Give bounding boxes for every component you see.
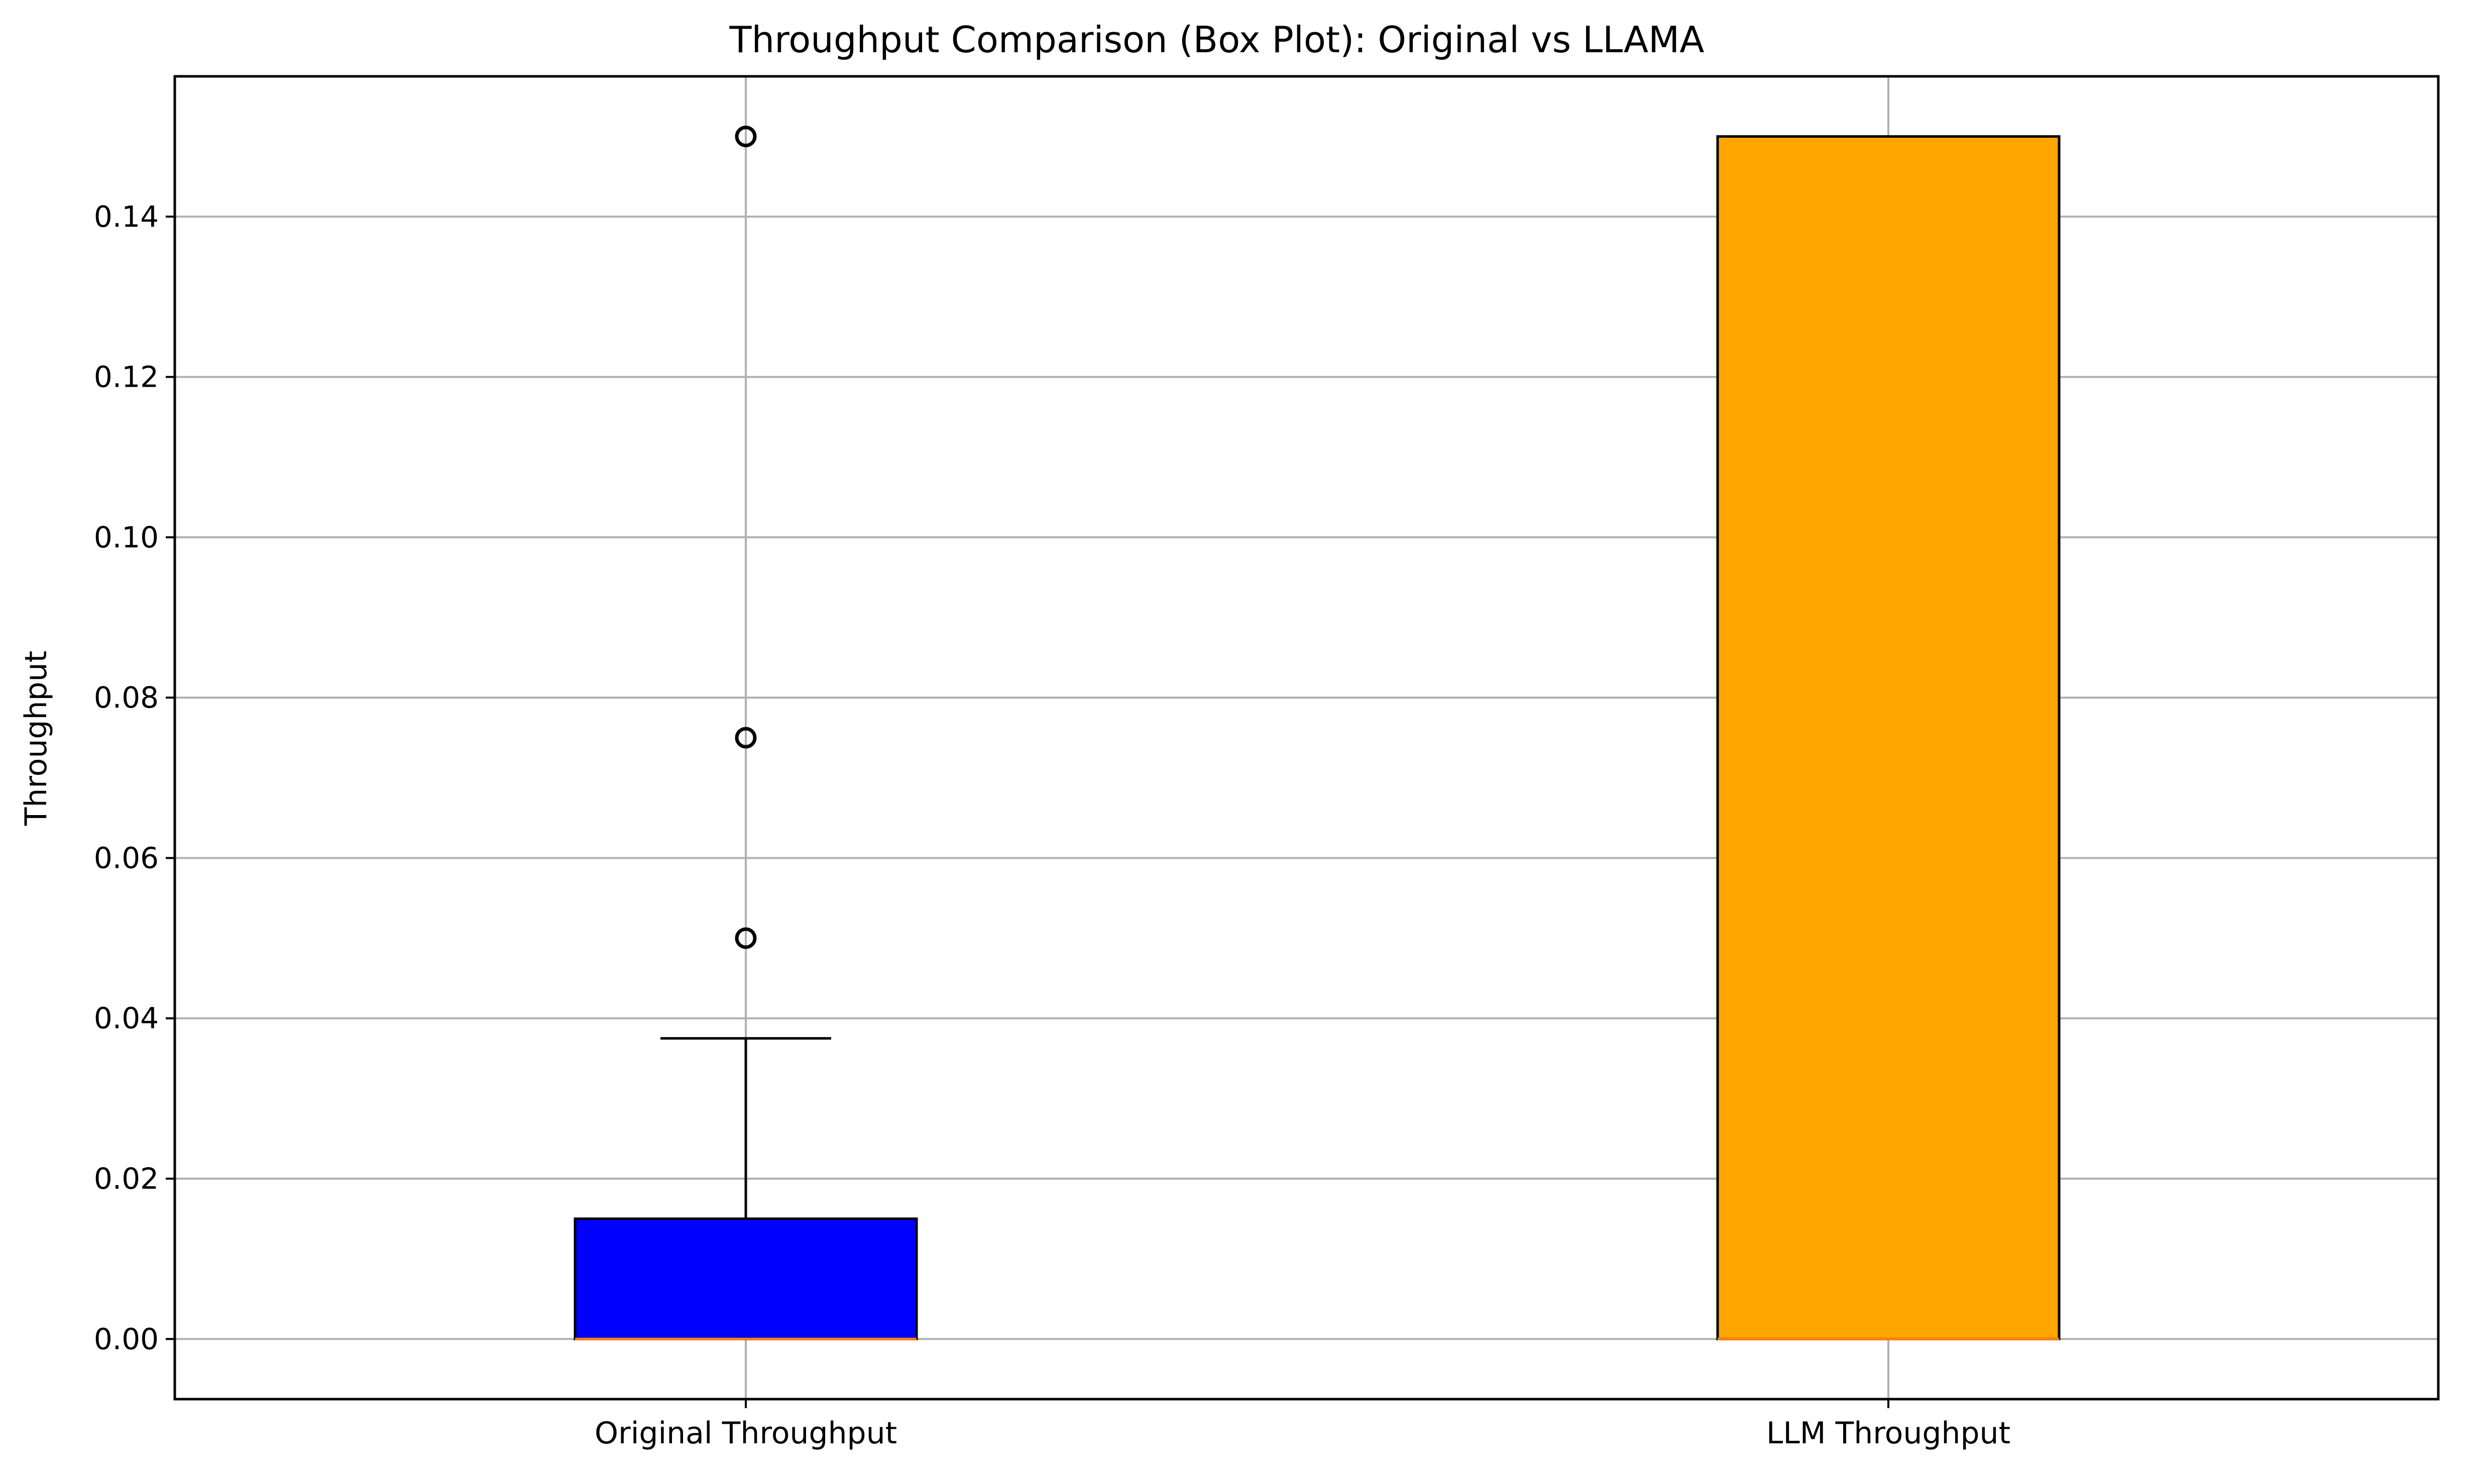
y-tick-label: 0.14 [94,199,159,234]
y-axis-label: Throughput [19,651,54,827]
y-tick-label: 0.02 [94,1162,159,1196]
outlier-point [735,126,757,148]
y-tick-label: 0.12 [94,360,159,394]
plot-area: 0.00 0.02 0.04 0.06 0.08 0.10 0.12 0.14 Original… [94,75,2440,1451]
y-tick-label: 0.10 [94,520,159,554]
y-tick-label: 0.08 [94,680,159,715]
chart-title: Throughput Comparison (Box Plot): Origin… [729,19,1705,61]
y-tick-label: 0.00 [94,1322,159,1356]
x-tick-label: LLM Throughput [1766,1416,2010,1451]
y-tick-label: 0.06 [94,841,159,875]
box-original [574,1217,918,1340]
plot-frame [173,75,2440,1401]
box-llm [1716,135,2061,1340]
x-tick-label: Original Throughput [595,1416,897,1451]
y-tick-label: 0.04 [94,1001,159,1036]
outlier-point [735,727,757,749]
outlier-point [735,927,757,949]
